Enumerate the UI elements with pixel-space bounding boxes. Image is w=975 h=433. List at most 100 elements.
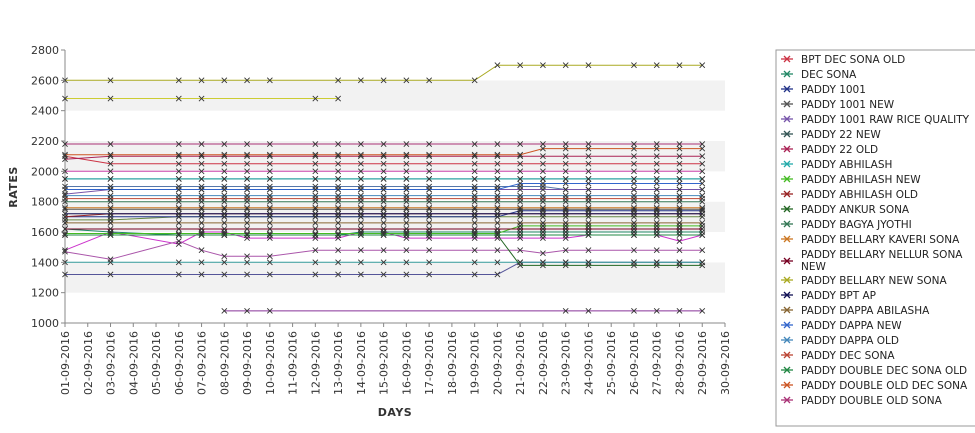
legend-swatch-marker [783,276,791,284]
data-point-marker [699,180,706,187]
data-point-marker [426,226,433,232]
data-point-marker [699,62,706,69]
data-point-marker [653,210,660,217]
legend-swatch-marker [783,291,791,299]
series-paddy-double-old-sona [62,141,706,147]
data-point-marker [266,175,273,182]
legend-item[interactable]: BPT DEC SONA OLD [781,54,905,66]
data-point-marker [335,226,342,232]
data-point-marker [699,145,706,152]
legend-item[interactable]: PADDY DEC SONA [781,350,895,362]
data-point-marker [266,77,273,84]
data-point-marker [676,262,683,269]
data-point-marker [676,307,683,314]
data-point-marker [494,175,501,182]
x-tick-label: 16-09-2016 [400,331,413,395]
data-point-marker [244,168,250,175]
legend-swatch-marker [783,366,791,374]
legend-label: PADDY DAPPA NEW [801,320,902,332]
data-point-marker [562,141,569,147]
data-point-marker [62,151,68,158]
data-point-marker [335,210,342,217]
legend-item[interactable]: PADDY 22 NEW [781,129,881,141]
y-tick-label: 1400 [31,256,59,269]
legend-item[interactable]: DEC SONA [781,69,857,81]
data-point-marker [676,62,683,69]
data-point-marker [62,175,68,182]
data-point-marker [312,226,319,232]
legend-item[interactable]: PADDY ABHILASH [781,159,892,171]
grid-band [65,110,725,141]
legend-swatch-marker [783,115,791,123]
data-point-marker [699,219,706,226]
x-tick-label: 21-09-2016 [514,331,527,395]
data-point-marker [357,271,364,278]
data-point-marker [494,219,501,226]
legend-item[interactable]: PADDY BELLARY KAVERI SONA [781,234,960,246]
data-point-marker [653,262,660,269]
x-tick-label: 29-09-2016 [696,331,709,395]
data-point-marker [631,195,637,202]
data-point-marker [175,232,182,238]
data-point-marker [357,168,364,175]
data-point-marker [62,271,68,278]
legend-item[interactable]: PADDY DOUBLE OLD SONA [781,395,943,407]
legend-item[interactable]: PADDY DAPPA NEW [781,320,902,332]
legend-item[interactable]: PADDY ANKUR SONA [781,204,910,216]
x-tick-label: 19-09-2016 [469,331,482,395]
data-point-marker [312,259,319,266]
data-point-marker [198,151,205,158]
legend-label: NEW [801,261,826,273]
series-unlabeled [221,307,706,314]
legend-item[interactable]: PADDY 1001 RAW RICE QUALITY [781,114,970,126]
data-point-marker [631,175,637,182]
series-paddy-bpt-ap [62,210,706,217]
legend-swatch-marker [783,257,791,265]
data-point-marker [585,153,592,160]
series-unlabeled [62,238,706,263]
data-point-marker [266,160,273,167]
data-point-marker [426,195,433,202]
data-point-marker [357,160,364,167]
legend-item[interactable]: PADDY DAPPA ABILASHA [781,305,930,317]
data-point-marker [221,226,228,232]
data-point-marker [107,226,114,232]
legend-item[interactable]: PADDY DAPPA OLD [781,335,899,347]
data-point-marker [335,95,342,102]
legend-item[interactable]: PADDY DOUBLE OLD DEC SONA [781,380,968,392]
data-point-marker [562,210,569,217]
legend-item[interactable]: PADDY 1001 NEW [781,99,895,111]
data-point-marker [221,175,228,182]
data-point-marker [585,210,592,217]
legend-item[interactable]: PADDY 22 OLD [781,144,878,156]
data-point-marker [631,262,637,269]
legend-label: PADDY BAGYA JYOTHI [801,219,912,231]
legend-label: PADDY DOUBLE OLD SONA [801,395,943,407]
x-tick-label: 09-09-2016 [241,331,254,395]
data-point-marker [62,226,68,232]
data-point-marker [540,168,546,175]
x-tick-label: 26-09-2016 [628,331,641,395]
legend-item[interactable]: PADDY 1001 [781,84,866,96]
x-tick-label: 24-09-2016 [582,331,595,395]
legend-item[interactable]: PADDY BAGYA JYOTHI [781,219,912,231]
data-point-marker [244,160,250,167]
data-point-marker [380,186,387,193]
data-point-marker [676,145,683,152]
data-point-marker [494,259,501,266]
data-point-marker [221,307,228,314]
legend-item[interactable]: PADDY ABHILASH OLD [781,189,918,201]
legend-item[interactable]: PADDY BELLARY NEW SONA [781,275,948,287]
data-point-marker [335,219,342,226]
data-point-marker [335,160,342,167]
x-tick-label: 07-09-2016 [196,331,209,395]
data-point-marker [426,210,433,217]
data-point-marker [653,195,660,202]
legend-item[interactable]: PADDY ABHILASH NEW [781,174,921,186]
data-point-marker [221,210,228,217]
data-point-marker [699,168,706,175]
grid-band [65,262,725,293]
legend-item[interactable]: PADDY BPT AP [781,290,876,302]
legend-item[interactable]: PADDY DOUBLE DEC SONA OLD [781,365,967,377]
